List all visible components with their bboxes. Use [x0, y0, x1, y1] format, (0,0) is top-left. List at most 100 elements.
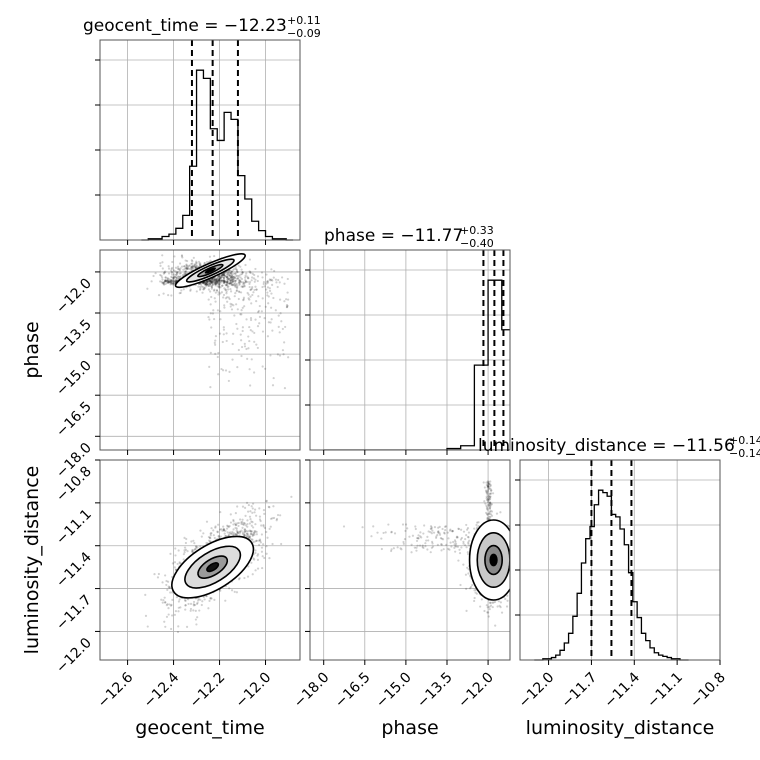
sample-point: [249, 295, 252, 298]
x-tick-label: −12.2: [187, 670, 229, 712]
sample-point: [447, 547, 450, 550]
sample-point: [163, 281, 166, 284]
sample-point: [248, 285, 251, 289]
sample-point: [233, 280, 237, 283]
sample-point: [265, 545, 268, 548]
sample-point: [443, 532, 446, 535]
sample-point: [179, 291, 182, 295]
sample-point: [219, 318, 222, 321]
sample-point: [267, 321, 270, 324]
sample-point: [225, 275, 228, 278]
sample-point: [195, 260, 198, 263]
sample-point: [403, 538, 407, 541]
sample-point: [254, 285, 257, 288]
sample-point: [251, 286, 254, 289]
sample-point: [270, 268, 273, 271]
sample-point: [205, 520, 209, 523]
sample-point: [242, 281, 246, 284]
sample-point: [192, 600, 196, 604]
sample-point: [485, 504, 488, 507]
sample-point: [190, 540, 193, 543]
sample-point: [222, 528, 225, 531]
sample-point: [253, 331, 256, 335]
sample-point: [260, 524, 263, 527]
sample-point: [437, 531, 440, 534]
sample-point: [179, 267, 182, 270]
sample-point: [222, 369, 225, 372]
sample-point: [170, 282, 173, 285]
sample-point: [252, 557, 255, 560]
sample-point: [246, 532, 249, 535]
sample-point: [262, 281, 266, 284]
sample-point: [261, 297, 264, 300]
sample-point: [177, 610, 180, 613]
sample-point: [215, 281, 218, 284]
sample-point: [184, 541, 188, 545]
sample-point: [220, 291, 224, 294]
sample-point: [226, 525, 230, 528]
sample-point: [217, 280, 220, 283]
sample-point: [175, 276, 178, 279]
sample-point: [183, 267, 187, 270]
sample-point: [164, 279, 167, 283]
sample-point: [426, 548, 429, 551]
sample-point: [269, 321, 272, 324]
sample-point: [238, 279, 241, 283]
sample-point: [210, 281, 214, 285]
sample-point: [234, 279, 238, 282]
sample-point: [212, 289, 216, 292]
sample-point: [423, 524, 426, 527]
sample-point: [183, 265, 186, 268]
sample-point: [171, 276, 175, 279]
sample-point: [193, 547, 197, 551]
sample-point: [485, 511, 488, 514]
sample-point: [170, 280, 173, 283]
sample-point: [259, 541, 262, 544]
sample-point: [232, 278, 235, 281]
sample-point: [234, 533, 237, 536]
sample-point: [243, 284, 246, 287]
sample-point: [232, 533, 235, 536]
sample-point: [184, 270, 187, 274]
y-tick-label: −16.5: [53, 399, 95, 441]
sample-point: [209, 534, 212, 537]
sample-point: [281, 276, 284, 279]
sample-point: [254, 267, 257, 271]
sample-point: [183, 599, 187, 602]
sample-point: [188, 264, 192, 267]
sample-point: [487, 487, 490, 490]
sample-point: [164, 279, 168, 283]
sample-point: [189, 607, 193, 611]
sample-point: [263, 526, 266, 530]
sample-point: [209, 312, 212, 315]
sample-point: [218, 277, 221, 280]
sample-point: [231, 358, 234, 361]
sample-point: [275, 517, 279, 521]
sample-point: [204, 282, 207, 286]
sample-point: [390, 548, 393, 551]
sample-point: [241, 270, 244, 274]
sample-point: [272, 505, 275, 508]
sample-point: [222, 276, 225, 279]
sample-point: [228, 587, 231, 590]
sample-point: [514, 592, 516, 594]
sample-point: [214, 278, 217, 281]
sample-point: [240, 339, 243, 342]
sample-point: [258, 507, 261, 510]
frame-layer: [99, 39, 721, 661]
y-axis-label-phase: phase: [21, 321, 43, 378]
sample-point: [438, 525, 441, 529]
sample-point: [220, 274, 224, 277]
sample-point: [213, 254, 216, 258]
sample-point: [213, 279, 216, 282]
sample-point: [229, 305, 232, 308]
sample-point: [170, 627, 173, 631]
sample-point: [238, 283, 241, 286]
sample-point: [222, 525, 225, 528]
sample-point: [214, 335, 218, 338]
sample-point: [173, 279, 176, 283]
sample-point: [157, 294, 161, 297]
sample-point: [448, 529, 452, 532]
sample-point: [488, 503, 491, 507]
sample-point: [217, 291, 220, 294]
